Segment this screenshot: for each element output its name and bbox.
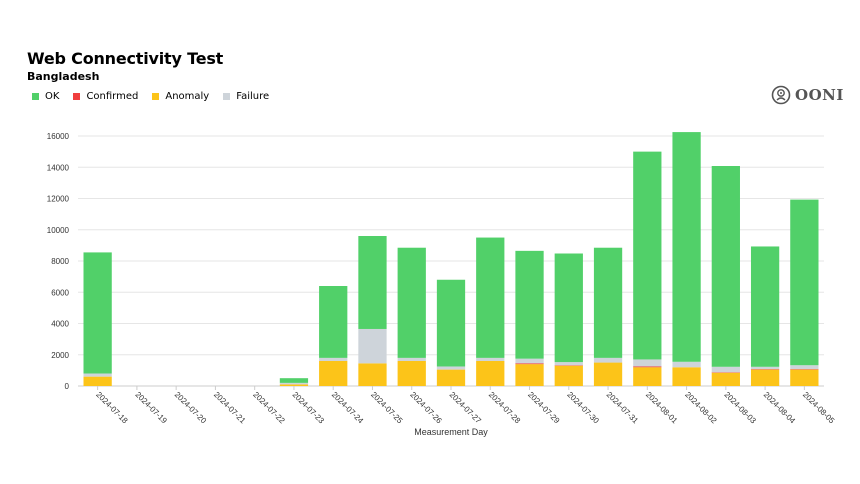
bar-anomaly-2024-07-29[interactable]	[515, 364, 544, 386]
chart-title: Web Connectivity Test	[27, 49, 224, 68]
legend-item-confirmed[interactable]: Confirmed	[73, 91, 138, 102]
bar-ok-2024-08-04[interactable]	[750, 246, 780, 367]
bars	[83, 132, 819, 386]
bar-ok-2024-08-05[interactable]	[790, 199, 819, 366]
x-axis-ticks: 2024-07-18 2024-07-19 2024-07-20 2024-07-21…	[94, 386, 837, 426]
x-tick-label: 2024-07-27	[448, 390, 484, 426]
y-tick-label: 6000	[51, 288, 69, 297]
x-tick-label: 2024-07-26	[408, 390, 444, 426]
x-tick-label: 2024-07-30	[565, 390, 601, 426]
bar-ok-2024-08-01[interactable]	[633, 151, 662, 360]
bar-ok-2024-07-27[interactable]	[436, 279, 466, 367]
x-tick-label: 2024-07-20	[173, 390, 209, 426]
bar-ok-2024-07-28[interactable]	[476, 237, 505, 358]
bar-failure-2024-08-05[interactable]	[790, 365, 819, 370]
y-tick-label: 16000	[47, 132, 70, 141]
bar-failure-2024-07-24[interactable]	[319, 357, 348, 361]
x-tick-label: 2024-07-19	[133, 390, 169, 426]
bar-anomaly-2024-07-18[interactable]	[83, 376, 112, 386]
bar-failure-2024-07-28[interactable]	[476, 357, 505, 361]
bar-failure-2024-08-04[interactable]	[750, 366, 780, 370]
bar-anomaly-2024-07-31[interactable]	[593, 362, 623, 386]
bar-anomaly-2024-08-03[interactable]	[711, 372, 740, 386]
bar-failure-2024-07-23[interactable]	[279, 382, 309, 385]
x-tick-label: 2024-07-29	[526, 390, 562, 426]
y-axis-ticks: 0 2000 4000 6000 8000 10000 12000 14000 16000	[47, 132, 70, 391]
bar-anomaly-2024-08-01[interactable]	[633, 367, 662, 386]
bar-failure-2024-07-31[interactable]	[593, 357, 623, 363]
bar-confirmed-2024-07-29[interactable]	[515, 363, 544, 365]
y-tick-label: 2000	[51, 351, 69, 360]
legend-label-confirmed: Confirmed	[86, 91, 139, 102]
y-tick-label: 4000	[51, 320, 69, 329]
bar-ok-2024-07-26[interactable]	[397, 247, 426, 358]
bar-ok-2024-07-25[interactable]	[358, 236, 387, 329]
legend-swatch-confirmed	[73, 93, 81, 100]
x-tick-label: 2024-08-05	[801, 390, 837, 426]
legend-swatch-anomaly	[152, 93, 160, 100]
bar-confirmed-2024-08-01[interactable]	[633, 366, 662, 368]
x-tick-label: 2024-08-04	[762, 390, 798, 426]
bar-anomaly-2024-07-26[interactable]	[397, 361, 426, 386]
bar-failure-2024-07-25[interactable]	[358, 328, 387, 364]
legend-label-failure: Failure	[236, 91, 270, 102]
legend-label-ok: OK	[45, 91, 60, 102]
bar-failure-2024-07-29[interactable]	[515, 358, 544, 364]
bar-ok-2024-08-02[interactable]	[672, 132, 701, 362]
bar-failure-2024-08-03[interactable]	[711, 366, 740, 373]
x-tick-label: 2024-08-02	[683, 390, 719, 426]
bar-ok-2024-07-23[interactable]	[279, 378, 309, 383]
chart-subtitle: Bangladesh	[27, 70, 100, 83]
bar-anomaly-2024-08-02[interactable]	[672, 367, 701, 386]
bar-failure-2024-08-02[interactable]	[672, 361, 701, 368]
bar-ok-2024-07-24[interactable]	[319, 286, 348, 358]
y-tick-label: 14000	[47, 163, 70, 172]
legend-swatch-ok	[32, 93, 39, 100]
bar-anomaly-2024-07-23[interactable]	[279, 384, 309, 386]
legend-item-ok[interactable]: OK	[32, 91, 59, 102]
bar-ok-2024-08-03[interactable]	[711, 166, 740, 367]
legend-swatch-failure	[223, 93, 231, 100]
bar-ok-2024-07-31[interactable]	[593, 247, 623, 358]
x-tick-label: 2024-07-18	[94, 390, 130, 426]
bar-failure-2024-07-27[interactable]	[436, 366, 466, 370]
x-tick-label: 2024-07-24	[330, 390, 366, 426]
x-tick-label: 2024-07-31	[605, 390, 641, 426]
bar-failure-2024-07-30[interactable]	[554, 362, 583, 366]
x-tick-label: 2024-08-03	[722, 390, 758, 426]
bar-ok-2024-07-29[interactable]	[515, 250, 544, 359]
x-tick-label: 2024-07-25	[369, 390, 405, 426]
bar-anomaly-2024-07-27[interactable]	[436, 369, 466, 386]
bar-anomaly-2024-07-30[interactable]	[554, 365, 583, 386]
ooni-logo-icon	[771, 85, 791, 105]
y-tick-label: 10000	[47, 226, 70, 235]
bar-failure-2024-08-01[interactable]	[633, 359, 662, 367]
y-tick-label: 8000	[51, 257, 69, 266]
x-tick-label: 2024-07-21	[212, 390, 248, 426]
bar-anomaly-2024-07-28[interactable]	[476, 361, 505, 386]
ooni-logo: OONI	[771, 85, 844, 105]
ooni-logo-text: OONI	[795, 86, 844, 104]
bar-ok-2024-07-18[interactable]	[83, 252, 112, 374]
bar-failure-2024-07-18[interactable]	[83, 373, 112, 377]
bar-anomaly-2024-07-24[interactable]	[319, 361, 348, 386]
y-tick-label: 12000	[47, 195, 70, 204]
y-tick-label: 0	[65, 382, 70, 391]
x-axis-title: Measurement Day	[414, 427, 488, 437]
x-tick-label: 2024-08-01	[644, 390, 680, 426]
legend-item-failure[interactable]: Failure	[223, 91, 269, 102]
bar-anomaly-2024-08-04[interactable]	[750, 369, 780, 386]
legend-item-anomaly[interactable]: Anomaly	[152, 91, 209, 102]
bar-ok-2024-07-30[interactable]	[554, 253, 583, 363]
x-tick-label: 2024-07-22	[251, 390, 287, 426]
bar-anomaly-2024-08-05[interactable]	[790, 369, 819, 386]
legend: OK Confirmed Anomaly Failure	[32, 91, 269, 102]
legend-label-anomaly: Anomaly	[165, 91, 210, 102]
bar-anomaly-2024-07-25[interactable]	[358, 363, 387, 386]
x-tick-label: 2024-07-28	[487, 390, 523, 426]
x-tick-label: 2024-07-23	[291, 390, 327, 426]
bar-failure-2024-07-26[interactable]	[397, 357, 426, 361]
